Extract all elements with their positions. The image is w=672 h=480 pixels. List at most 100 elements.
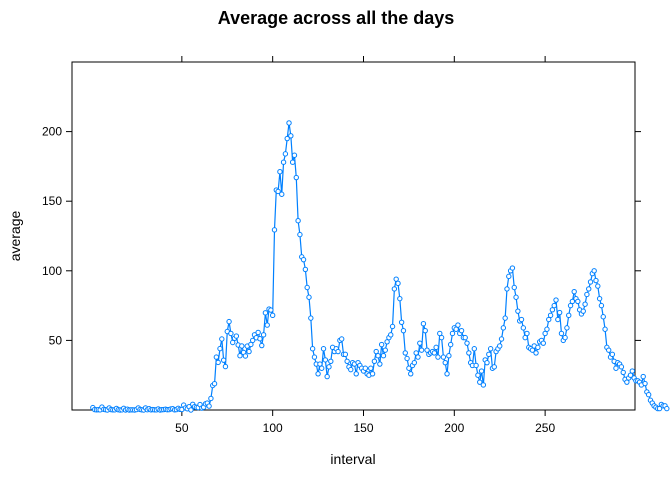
data-point: [348, 366, 354, 373]
data-point: [602, 326, 608, 332]
data-point: [275, 188, 281, 195]
data-point: [260, 332, 267, 338]
data-point: [344, 358, 350, 364]
data-point: [540, 340, 547, 346]
data-point: [353, 371, 359, 377]
data-point: [259, 342, 265, 349]
data-point: [586, 286, 592, 292]
data-point: [491, 364, 497, 370]
data-point: [613, 365, 619, 371]
data-point: [558, 330, 565, 337]
data-point: [478, 368, 485, 374]
data-point: [288, 133, 294, 139]
data-point: [269, 312, 276, 319]
data-point: [498, 336, 505, 342]
data-point: [239, 343, 245, 349]
y-tick-label: 100: [42, 264, 62, 278]
data-point: [371, 358, 378, 364]
data-point: [473, 362, 479, 369]
y-tick-label: 200: [42, 125, 62, 139]
data-point: [618, 364, 625, 370]
data-point: [504, 286, 510, 292]
data-point: [596, 295, 603, 302]
data-point: [378, 341, 385, 348]
data-point: [237, 353, 243, 359]
data-point: [433, 344, 439, 351]
data-point: [582, 301, 588, 307]
data-point: [208, 395, 214, 402]
data-point: [444, 371, 450, 377]
data-point: [324, 373, 330, 380]
x-tick-label: 50: [175, 421, 189, 435]
data-point: [402, 350, 408, 356]
data-point: [277, 168, 283, 175]
data-point: [480, 382, 487, 388]
axis-ticks: 50 100 150 200 250 50 100 150 200: [42, 56, 641, 435]
data-point: [382, 347, 388, 353]
data-point: [342, 351, 349, 358]
data-point: [279, 191, 285, 197]
data-point: [282, 151, 289, 157]
data-point: [304, 284, 310, 291]
data-point: [420, 321, 427, 327]
y-tick-label: 50: [49, 333, 63, 347]
data-point: [286, 120, 292, 126]
data-point: [533, 350, 539, 356]
data-point: [455, 322, 461, 328]
data-point: [598, 302, 605, 309]
data-point: [645, 391, 652, 398]
data-point: [511, 284, 517, 291]
data-point: [257, 336, 263, 342]
data-point: [335, 348, 341, 355]
data-point: [447, 341, 454, 348]
data-point: [418, 347, 425, 353]
data-point: [380, 353, 387, 359]
data-point: [440, 354, 447, 360]
x-tick-label: 100: [263, 421, 283, 435]
data-point: [477, 379, 483, 385]
data-point: [271, 227, 278, 233]
data-point: [249, 337, 256, 344]
series-line: [92, 122, 668, 412]
data-point: [300, 256, 307, 263]
data-point: [295, 217, 301, 224]
data-point: [524, 330, 530, 337]
data-point: [326, 364, 332, 370]
data-point: [442, 359, 448, 366]
data-point: [400, 327, 407, 334]
data-point: [315, 371, 321, 377]
data-point: [309, 346, 316, 352]
data-point: [556, 309, 563, 316]
data-point: [446, 353, 452, 359]
data-point: [417, 340, 423, 346]
data-point: [547, 312, 554, 319]
data-point: [217, 345, 223, 352]
data-point: [664, 405, 670, 412]
data-point: [595, 283, 601, 289]
x-tick-label: 250: [535, 421, 555, 435]
data-point: [520, 325, 527, 331]
data-point: [369, 371, 376, 377]
data-point: [206, 403, 212, 409]
data-point: [462, 334, 468, 341]
data-point: [515, 308, 521, 314]
data-point: [497, 343, 503, 349]
data-point: [211, 380, 218, 387]
data-point: [222, 363, 229, 370]
x-axis-title: interval: [330, 451, 375, 467]
data-point: [242, 353, 249, 359]
data-point: [188, 407, 194, 413]
data-point: [328, 358, 334, 364]
data-point: [518, 316, 525, 323]
data-point: [562, 334, 568, 341]
data-point: [620, 369, 626, 376]
data-point: [506, 273, 512, 280]
data-point: [569, 298, 576, 305]
data-point: [555, 316, 561, 323]
data-point: [593, 277, 599, 284]
data-point: [509, 265, 516, 271]
data-point: [458, 327, 465, 334]
data-point: [308, 315, 314, 321]
plot-frame: [71, 61, 636, 411]
